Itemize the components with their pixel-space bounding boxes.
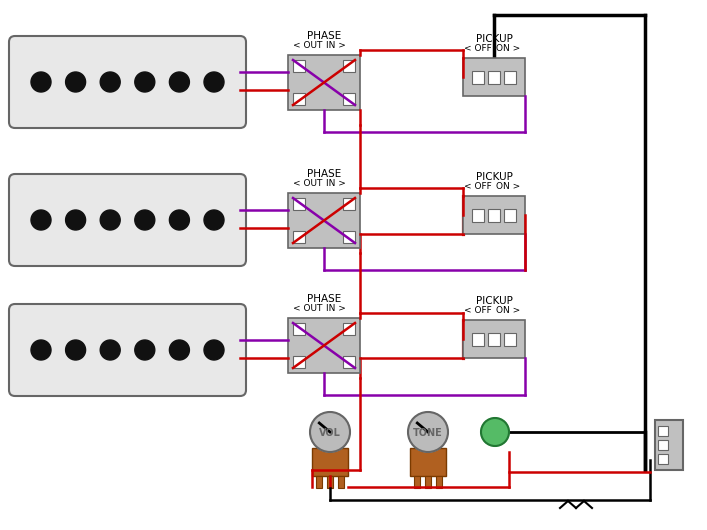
FancyBboxPatch shape [9, 174, 246, 266]
Bar [472, 208, 484, 222]
Bar [488, 70, 500, 84]
Bar [343, 198, 355, 210]
Text: ON >: ON > [496, 306, 520, 315]
Circle shape [135, 72, 155, 92]
Circle shape [204, 72, 224, 92]
Bar [343, 356, 355, 368]
Circle shape [204, 210, 224, 230]
Circle shape [100, 340, 120, 360]
Circle shape [408, 412, 448, 452]
Bar [463, 320, 525, 358]
Circle shape [100, 210, 120, 230]
Bar [504, 332, 516, 346]
Text: TONE: TONE [413, 428, 443, 438]
Text: < OUT: < OUT [293, 304, 322, 313]
Bar [316, 476, 322, 488]
Bar [472, 70, 484, 84]
Bar [293, 323, 305, 335]
Bar [293, 60, 305, 72]
Bar [293, 356, 305, 368]
Bar [655, 420, 683, 470]
Circle shape [170, 210, 189, 230]
Text: PHASE: PHASE [307, 294, 341, 304]
Circle shape [66, 72, 86, 92]
Bar [504, 70, 516, 84]
Bar [293, 231, 305, 243]
Bar [410, 448, 446, 476]
Circle shape [170, 340, 189, 360]
Text: < OUT: < OUT [293, 41, 322, 50]
Bar [288, 318, 360, 373]
Bar [293, 93, 305, 105]
Circle shape [170, 72, 189, 92]
Text: < OUT: < OUT [293, 179, 322, 188]
Circle shape [66, 340, 86, 360]
Bar [463, 58, 525, 96]
Bar [338, 476, 344, 488]
Text: PICKUP: PICKUP [476, 296, 513, 306]
Text: IN >: IN > [326, 41, 346, 50]
Bar [436, 476, 442, 488]
Text: ON >: ON > [496, 182, 520, 191]
Bar [488, 208, 500, 222]
Circle shape [135, 340, 155, 360]
Bar [293, 198, 305, 210]
FancyBboxPatch shape [9, 304, 246, 396]
Bar [658, 454, 668, 464]
Text: < OFF: < OFF [464, 306, 492, 315]
Bar [343, 231, 355, 243]
Text: ON >: ON > [496, 44, 520, 53]
Bar [343, 93, 355, 105]
Text: PHASE: PHASE [307, 169, 341, 179]
Bar [658, 426, 668, 436]
Text: PICKUP: PICKUP [476, 34, 513, 44]
Bar [472, 332, 484, 346]
Bar [288, 193, 360, 248]
Circle shape [100, 72, 120, 92]
Text: IN >: IN > [326, 304, 346, 313]
Circle shape [204, 340, 224, 360]
Bar [312, 448, 348, 476]
Circle shape [310, 412, 350, 452]
Bar [327, 476, 333, 488]
Text: IN >: IN > [326, 179, 346, 188]
Bar [414, 476, 420, 488]
Bar [343, 323, 355, 335]
Circle shape [31, 340, 51, 360]
Bar [658, 440, 668, 450]
Circle shape [135, 210, 155, 230]
Bar [463, 196, 525, 234]
Text: PHASE: PHASE [307, 31, 341, 41]
Circle shape [31, 210, 51, 230]
Bar [504, 208, 516, 222]
Circle shape [66, 210, 86, 230]
Circle shape [481, 418, 509, 446]
Text: VOL: VOL [319, 428, 341, 438]
Bar [488, 332, 500, 346]
Bar [343, 60, 355, 72]
Circle shape [31, 72, 51, 92]
FancyBboxPatch shape [9, 36, 246, 128]
Text: < OFF: < OFF [464, 182, 492, 191]
Text: < OFF: < OFF [464, 44, 492, 53]
Text: PICKUP: PICKUP [476, 172, 513, 182]
Bar [425, 476, 431, 488]
Bar [288, 55, 360, 110]
